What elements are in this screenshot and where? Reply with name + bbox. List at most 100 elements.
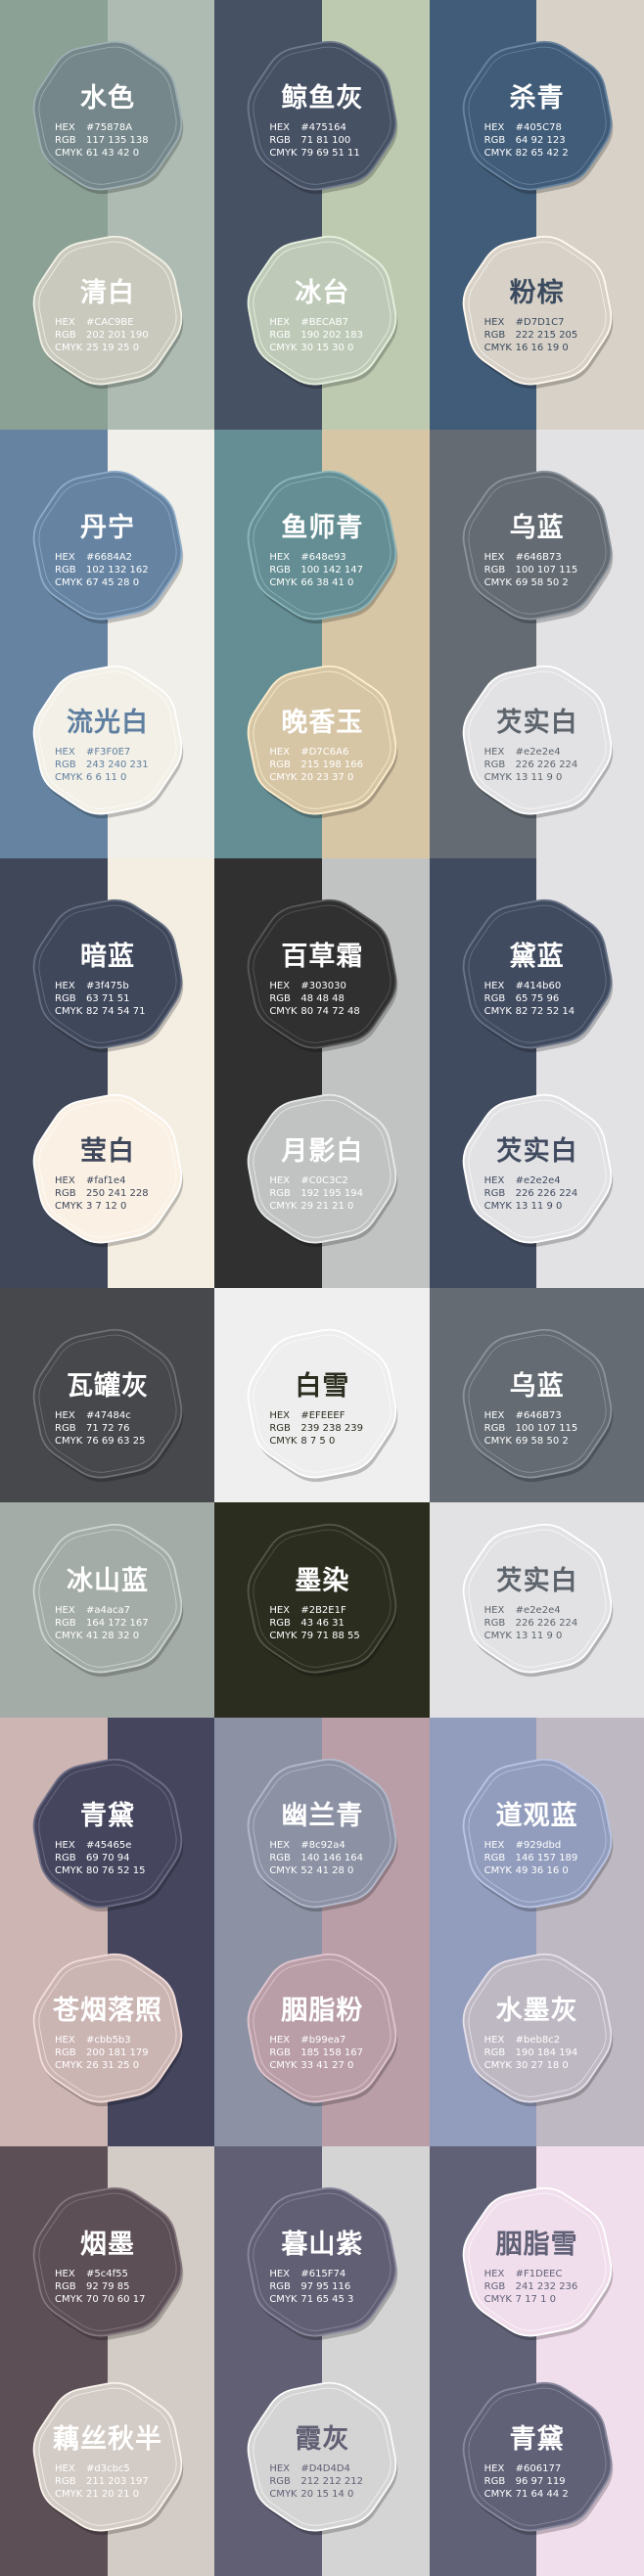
value-label: CMYK — [269, 576, 298, 588]
cmyk-value: 79 71 88 55 — [300, 1631, 360, 1641]
hex-value: #303030 — [300, 981, 346, 992]
value-label: RGB — [269, 2476, 291, 2488]
color-name: 胭脂粉 — [281, 1995, 364, 2026]
value-label: CMYK — [269, 1864, 298, 1876]
value-label: CMYK — [483, 1006, 512, 1018]
color-card: 莹白 HEX #faf1e4 RGB 250 241 228 CMYK 3 7 12 0 — [20, 1082, 196, 1259]
card-badge-shape — [449, 1512, 625, 1688]
card-badge-shape — [20, 2370, 196, 2547]
color-card: 道观蓝 HEX #929dbd RGB 146 157 189 CMYK 49 36 16 … — [449, 1747, 625, 1923]
hex-value: #BECAB7 — [300, 317, 348, 328]
value-label: CMYK — [55, 576, 83, 588]
value-label: CMYK — [55, 1631, 83, 1641]
color-values: HEX #929dbd RGB 146 157 189 CMYK 49 36 16 0 — [484, 1839, 578, 1877]
value-label: RGB — [483, 1188, 506, 1200]
cmyk-value: 16 16 19 0 — [515, 343, 569, 353]
color-name: 冰山蓝 — [67, 1566, 149, 1596]
cmyk-value: 71 64 44 2 — [515, 2489, 569, 2501]
cmyk-value: 71 65 45 3 — [300, 2294, 354, 2306]
cmyk-value: 13 11 9 0 — [515, 1631, 563, 1641]
card-badge-shape — [20, 654, 196, 830]
hex-value: #e2e2e4 — [515, 746, 561, 758]
value-label: CMYK — [55, 1864, 83, 1876]
value-label: HEX — [55, 551, 75, 563]
rgb-value: 200 181 179 — [86, 2047, 149, 2058]
cmyk-value: 82 74 54 71 — [86, 1006, 146, 1018]
value-label: RGB — [269, 2281, 291, 2293]
color-card: 水色 HEX #75878A RGB 117 135 138 CMYK 61 43 42 0 — [20, 29, 196, 206]
hex-value: #646B73 — [515, 1410, 562, 1421]
value-label: CMYK — [483, 2294, 512, 2306]
color-name: 青黛 — [80, 1800, 135, 1831]
color-values: HEX #a4aca7 RGB 164 172 167 CMYK 41 28 32 0 — [55, 1604, 149, 1642]
value-label: RGB — [55, 135, 76, 146]
palette-cell: 暗蓝 HEX #3f475b RGB 63 71 51 CMYK 82 74 54 71 莹白… — [0, 858, 215, 1288]
rgb-value: 212 212 212 — [300, 2476, 363, 2488]
hex-value: #405C78 — [515, 122, 562, 133]
color-card: 胭脂粉 HEX #b99ea7 RGB 185 158 167 CMYK 33 41 27 … — [234, 1942, 410, 2118]
rgb-value: 239 238 239 — [300, 1423, 363, 1434]
hex-value: #b99ea7 — [300, 2034, 346, 2046]
cmyk-value: 21 20 21 0 — [86, 2489, 140, 2501]
color-card: 乌蓝 HEX #646B73 RGB 100 107 115 CMYK 69 58 50 2 — [449, 1317, 625, 1494]
value-label: RGB — [55, 759, 76, 770]
hex-value: #414b60 — [515, 981, 562, 992]
value-label: CMYK — [269, 2294, 298, 2306]
value-label: RGB — [483, 2476, 506, 2488]
value-label: HEX — [269, 317, 291, 328]
palette-cell: 幽兰青 HEX #8c92a4 RGB 140 146 164 CMYK 52 41 28 … — [214, 1717, 430, 2147]
hex-value: #D7D1C7 — [515, 317, 565, 328]
rgb-value: 92 79 85 — [86, 2281, 130, 2293]
color-values: HEX #D7C6A6 RGB 215 198 166 CMYK 20 23 37 0 — [269, 746, 363, 784]
color-card: 乌蓝 HEX #646B73 RGB 100 107 115 CMYK 69 58 50 2 — [449, 459, 625, 635]
cmyk-value: 52 41 28 0 — [300, 1864, 354, 1876]
value-label: CMYK — [483, 148, 512, 159]
value-label: RGB — [269, 1423, 291, 1434]
card-badge-shape — [449, 2370, 625, 2547]
value-label: RGB — [483, 135, 506, 146]
value-label: RGB — [483, 759, 506, 770]
color-name: 乌蓝 — [509, 1371, 565, 1402]
color-card: 月影白 HEX #C0C3C2 RGB 192 195 194 CMYK 29 21 21 … — [234, 1082, 410, 1259]
value-label: HEX — [483, 981, 505, 992]
color-values: HEX #75878A RGB 117 135 138 CMYK 61 43 42 0 — [55, 121, 149, 160]
cmyk-value: 70 70 60 17 — [86, 2294, 146, 2306]
cmyk-value: 79 69 51 11 — [300, 148, 360, 159]
color-name: 水色 — [80, 83, 135, 114]
value-label: HEX — [269, 981, 291, 992]
rgb-value: 190 184 194 — [515, 2047, 578, 2058]
value-label: RGB — [483, 993, 506, 1005]
color-card: 丹宁 HEX #6684A2 RGB 102 132 162 CMYK 67 45 28 0 — [20, 459, 196, 635]
hex-value: #EFEEEF — [300, 1410, 345, 1421]
color-values: HEX #e2e2e4 RGB 226 226 224 CMYK 13 11 9 0 — [484, 746, 578, 784]
color-values: HEX #303030 RGB 48 48 48 CMYK 80 74 72 48 — [269, 980, 359, 1018]
color-name: 百草霜 — [281, 942, 364, 973]
value-label: RGB — [483, 2047, 506, 2058]
card-badge-shape — [449, 1942, 625, 2118]
value-label: CMYK — [55, 2294, 83, 2306]
hex-value: #5c4f55 — [86, 2269, 128, 2280]
palette-cell: 烟墨 HEX #5c4f55 RGB 92 79 85 CMYK 70 70 60 17 藕丝… — [0, 2146, 215, 2576]
color-name: 暮山紫 — [281, 2230, 364, 2261]
hex-value: #F1DEEC — [515, 2269, 563, 2280]
rgb-value: 102 132 162 — [86, 564, 149, 575]
value-label: CMYK — [269, 343, 298, 353]
value-label: RGB — [269, 564, 291, 575]
value-label: RGB — [269, 993, 291, 1005]
value-label: HEX — [55, 746, 75, 758]
color-values: HEX #405C78 RGB 64 92 123 CMYK 82 65 42 2 — [484, 121, 569, 160]
card-badge-shape — [449, 29, 625, 206]
color-card: 苍烟落照 HEX #cbb5b3 RGB 200 181 179 CMYK 26 31 25… — [20, 1942, 196, 2118]
color-values: HEX #e2e2e4 RGB 226 226 224 CMYK 13 11 9 0 — [484, 1174, 578, 1213]
hex-value: #F3F0E7 — [86, 746, 131, 758]
card-badge-shape — [234, 888, 410, 1064]
value-label: HEX — [483, 746, 505, 758]
color-card: 冰山蓝 HEX #a4aca7 RGB 164 172 167 CMYK 41 28 32 … — [20, 1512, 196, 1688]
rgb-value: 215 198 166 — [300, 759, 363, 770]
card-badge-shape — [234, 2370, 410, 2547]
rgb-value: 146 157 189 — [515, 1852, 578, 1863]
color-card: 芡实白 HEX #e2e2e4 RGB 226 226 224 CMYK 13 11 9 0 — [449, 1082, 625, 1259]
cmyk-value: 13 11 9 0 — [515, 771, 563, 783]
color-card: 清白 HEX #CAC9BE RGB 202 201 190 CMYK 25 19 25 0 — [20, 224, 196, 400]
rgb-value: 226 226 224 — [515, 759, 578, 770]
